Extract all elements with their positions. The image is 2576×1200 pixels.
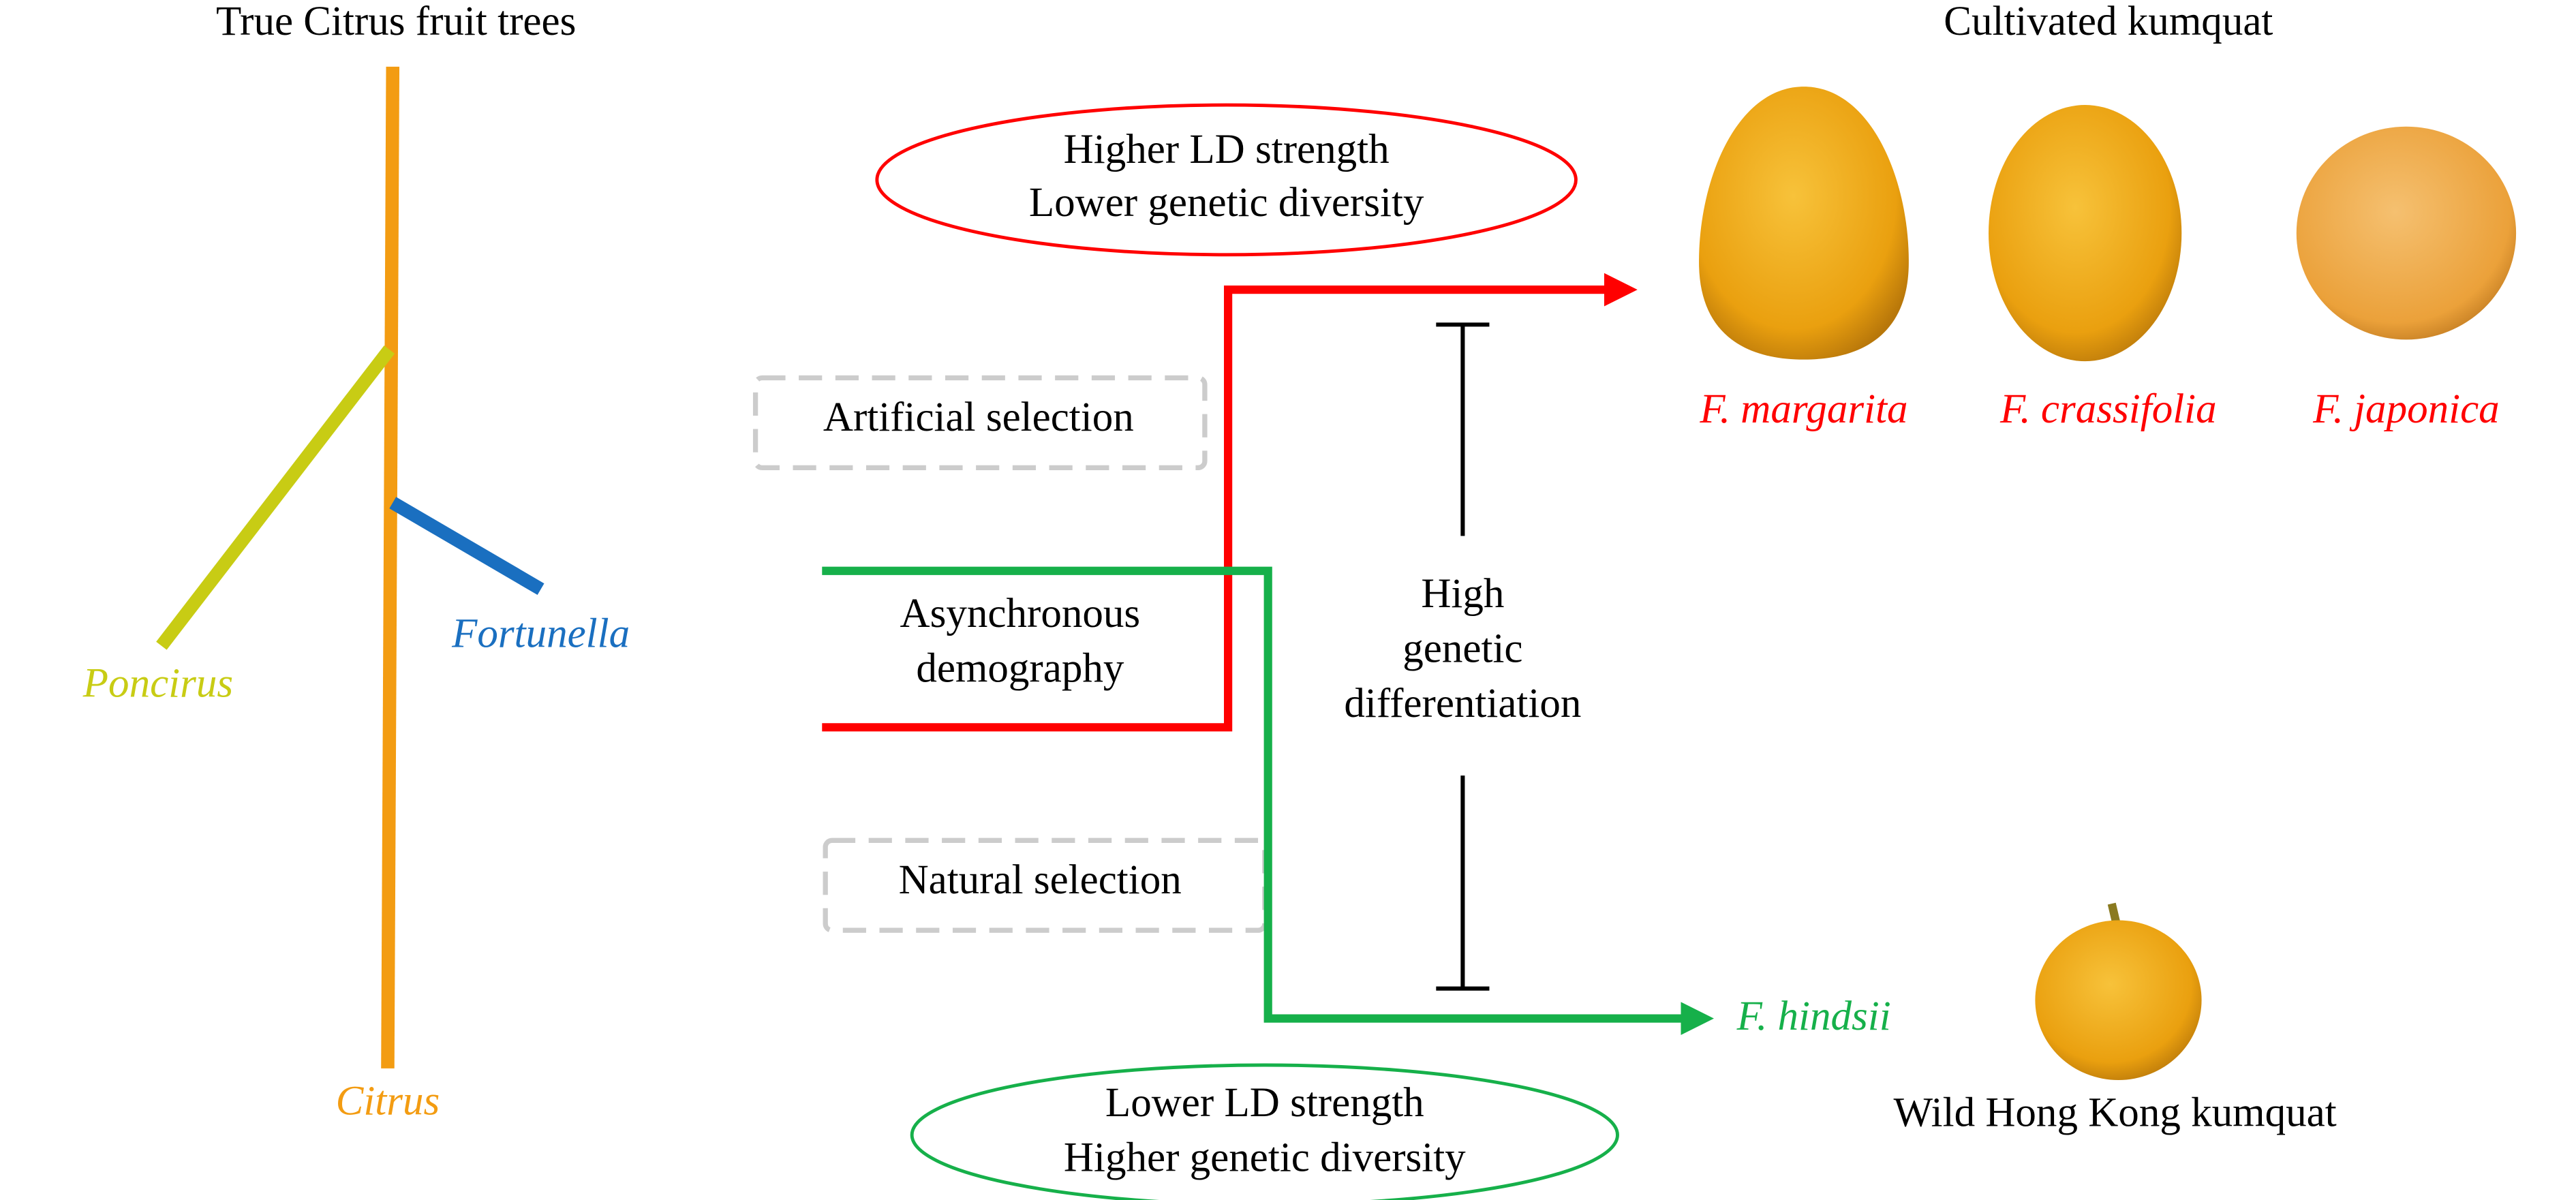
bottom-ellipse bbox=[910, 1063, 1619, 1200]
fruit-image bbox=[1989, 105, 2182, 362]
citrus-branch bbox=[381, 66, 400, 1068]
demography-text: Asynchronous bbox=[900, 591, 1141, 636]
fruit-image bbox=[2035, 920, 2202, 1080]
citrus-label: Citrus bbox=[336, 1079, 440, 1124]
box-text: Artificial selection bbox=[823, 395, 1134, 440]
species-label: F. crassifolia bbox=[1999, 386, 2217, 432]
ellipse-text: Lower LD strength bbox=[1105, 1080, 1424, 1126]
differentiation-text: genetic bbox=[1402, 626, 1522, 671]
differentiation-text: High bbox=[1421, 571, 1504, 617]
species-label: F. japonica bbox=[2312, 386, 2500, 432]
tree-title: True Citrus fruit trees bbox=[216, 0, 576, 44]
fortunella-label: Fortunella bbox=[451, 611, 630, 656]
differentiation-text: differentiation bbox=[1344, 681, 1581, 726]
species-label: F. margarita bbox=[1699, 386, 1907, 432]
differentiation-bar bbox=[1436, 322, 1490, 991]
fruit-image bbox=[2296, 126, 2517, 340]
poncirus-branch bbox=[156, 345, 395, 650]
dashed-box bbox=[752, 375, 1208, 471]
green-arrow bbox=[822, 566, 1715, 1036]
wild-species: F. hindsii bbox=[1736, 994, 1891, 1039]
poncirus-label: Poncirus bbox=[82, 661, 233, 707]
ellipse-text: Lower genetic diversity bbox=[1029, 180, 1424, 226]
dashed-box bbox=[823, 837, 1268, 933]
top-ellipse bbox=[875, 103, 1578, 257]
ellipse-text: Higher genetic diversity bbox=[1064, 1135, 1466, 1181]
fortunella-branch bbox=[389, 497, 545, 596]
box-text: Natural selection bbox=[899, 857, 1182, 903]
red-arrow bbox=[822, 273, 1638, 732]
wild-label: Wild Hong Kong kumquat bbox=[1894, 1090, 2337, 1136]
demography-text: demography bbox=[916, 646, 1124, 692]
fruit-image bbox=[1699, 87, 1909, 360]
cultivated-title: Cultivated kumquat bbox=[1944, 0, 2273, 44]
ellipse-text: Higher LD strength bbox=[1064, 127, 1390, 172]
